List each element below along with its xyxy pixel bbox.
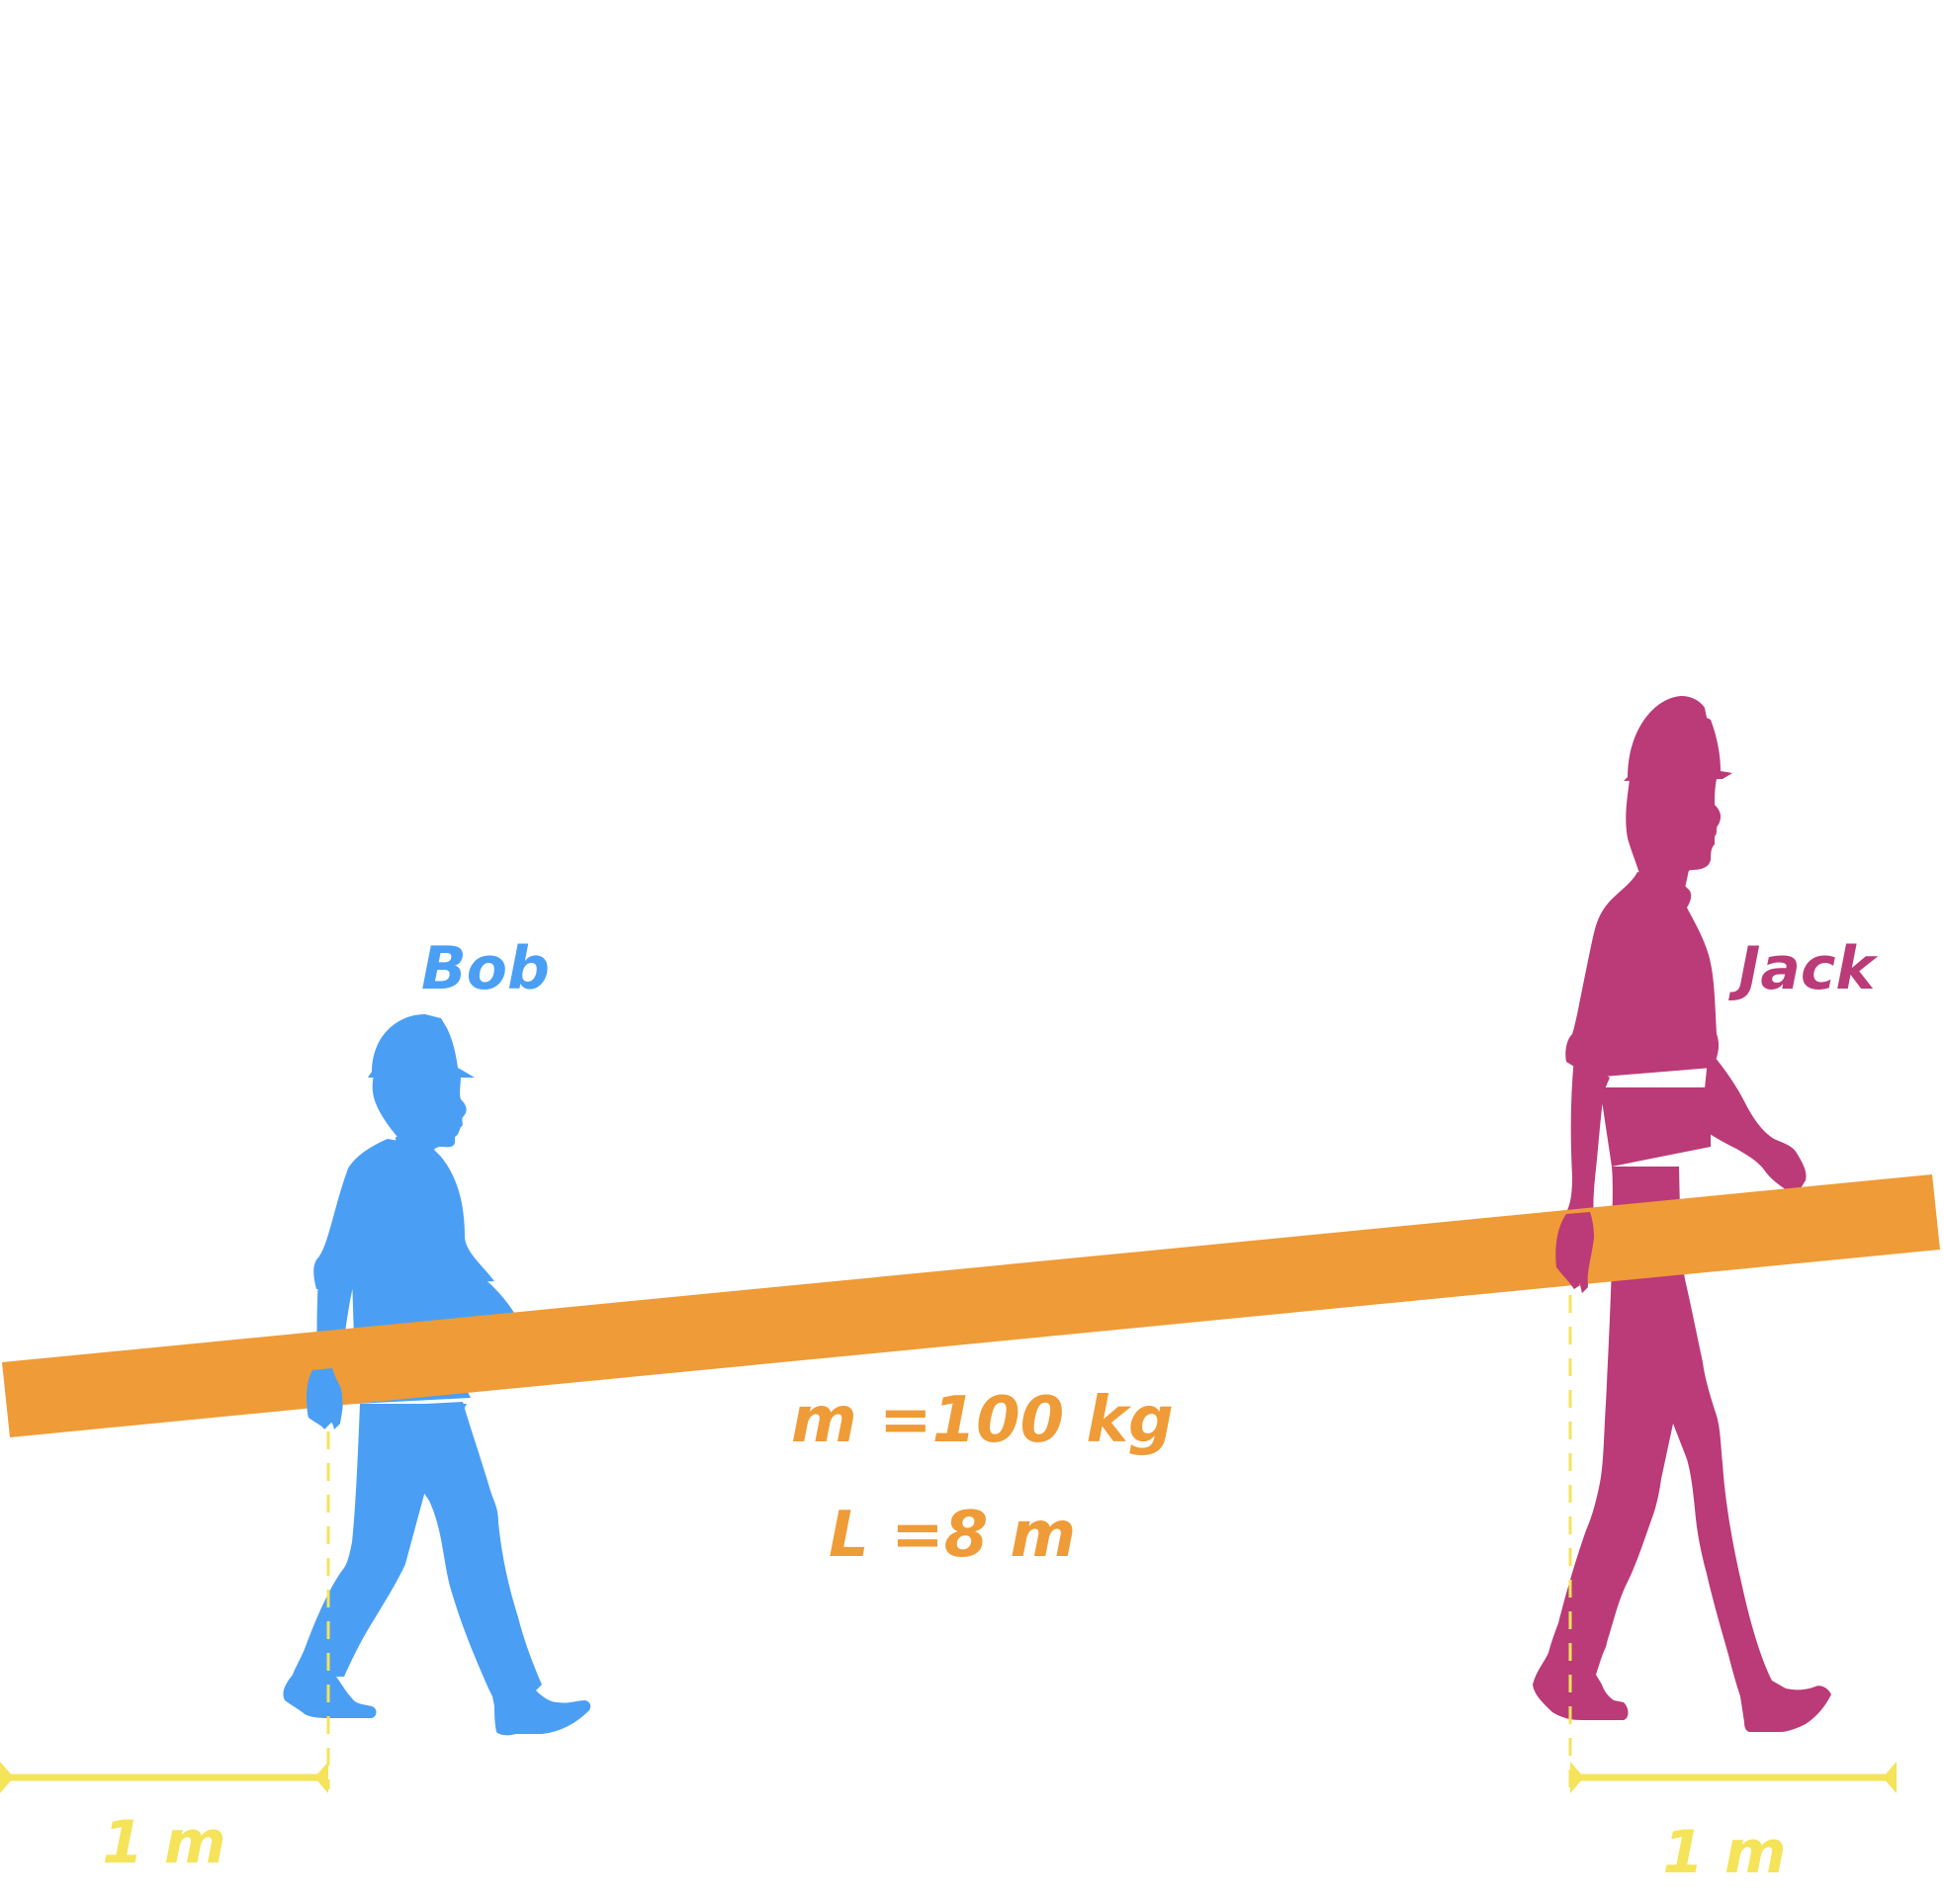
length-label: L =8 m (829, 1499, 1076, 1572)
jack-hand-icon (1555, 1212, 1594, 1293)
bob-hand-icon (306, 1368, 343, 1428)
right-distance-label: 1 m (1662, 1818, 1786, 1887)
left-distance-label: 1 m (102, 1808, 225, 1877)
left-dimension-arrow (0, 1762, 328, 1793)
mass-label: m =100 kg (791, 1384, 1174, 1457)
bob-label: Bob (421, 934, 550, 1003)
jack-label: Jack (1728, 934, 1878, 1003)
right-dimension-arrow (1570, 1762, 1897, 1793)
beam (2, 1174, 1940, 1437)
